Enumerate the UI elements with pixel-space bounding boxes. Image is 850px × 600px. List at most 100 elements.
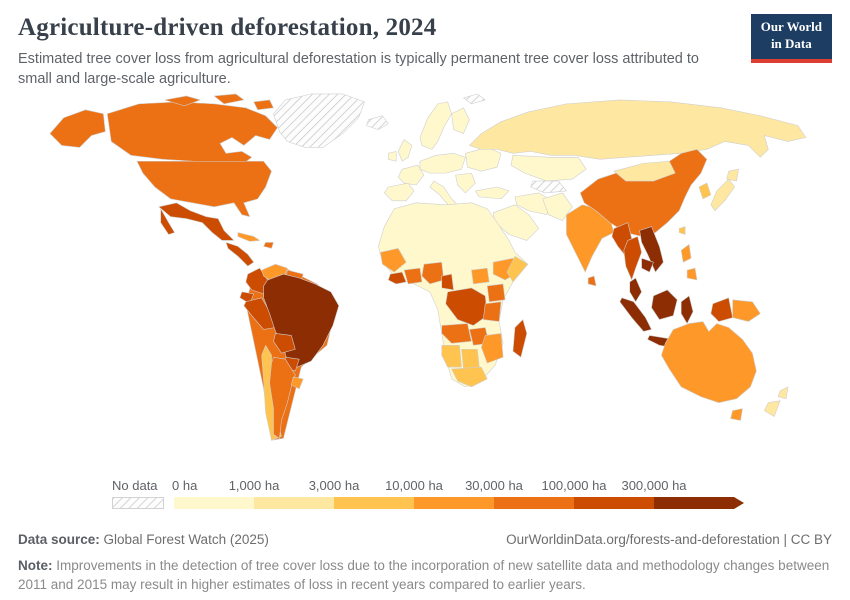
country-pakistan-afghanistan[interactable] [542,192,573,221]
country-turkey[interactable] [475,186,510,200]
country-cameroon[interactable] [441,273,454,291]
country-united-kingdom[interactable] [397,139,413,162]
legend-bin-6[interactable] [654,497,734,509]
country-thailand[interactable] [623,236,642,281]
country-tanzania[interactable] [482,301,502,322]
country-greenland[interactable] [273,93,365,148]
country-japan-hokkaido[interactable] [726,168,739,182]
country-italy[interactable] [429,180,458,208]
country-kazakhstan[interactable] [510,155,587,182]
country-scandinavia[interactable] [419,101,452,150]
country-indonesia-borneo[interactable] [651,289,678,320]
country-canada[interactable] [106,101,278,164]
legend-tick-label: 0 ha [172,478,198,493]
legend-no-data-label: No data [112,478,158,493]
legend-tick-label: 100,000 ha [541,478,607,493]
legend-bin-2[interactable] [334,497,414,509]
legend-no-data-swatch[interactable] [112,497,164,509]
map-legend: No data 0 ha 1,000 ha 3,000 ha 10,000 ha 30,… [112,478,752,509]
legend-bin-1[interactable] [254,497,334,509]
country-cuba[interactable] [237,232,260,242]
country-russia[interactable] [469,99,807,160]
data-source-label: Data source: [18,532,100,547]
country-central-america[interactable] [225,242,255,267]
country-iran[interactable] [514,192,553,215]
data-source: Data source: Global Forest Watch (2025) [18,532,269,547]
country-iceland[interactable] [366,115,389,130]
legend-tick-label: 300,000 ha [621,478,687,493]
country-indonesia-sulawesi[interactable] [680,295,694,324]
country-namibia[interactable] [441,345,462,368]
country-madagascar[interactable] [512,319,528,358]
legend-bin-4[interactable] [494,497,574,509]
chart-footer: Data source: Global Forest Watch (2025) … [18,532,832,594]
country-ireland[interactable] [387,151,397,162]
country-ivory-coast-ghana[interactable] [403,267,423,285]
country-korea[interactable] [698,182,712,200]
legend-bin-0[interactable] [174,497,254,509]
country-bolivia[interactable] [273,333,296,354]
country-botswana[interactable] [461,348,480,370]
country-central-asia[interactable] [530,180,567,194]
country-mozambique-zimbabwe[interactable] [481,333,504,364]
legend-tick-labels: 0 ha 1,000 ha 3,000 ha 10,000 ha 30,000 ha 10… [172,478,752,495]
world-choropleth-map [20,92,812,470]
country-mexico[interactable] [158,202,235,241]
data-source-value: Global Forest Watch (2025) [99,532,269,547]
country-nigeria[interactable] [421,261,445,285]
country-new-zealand-north[interactable] [777,386,789,400]
country-central-europe[interactable] [419,153,466,174]
owid-link[interactable]: OurWorldinData.org/forests-and-deforesta… [506,532,832,547]
country-indonesia-papua[interactable] [710,297,733,322]
country-cambodia[interactable] [641,257,654,273]
country-senegal-guinea[interactable] [380,248,407,273]
legend-bin-3[interactable] [414,497,494,509]
country-somalia[interactable] [506,255,529,283]
legend-tick-label: 30,000 ha [465,478,523,493]
owid-logo[interactable]: Our World in Data [750,14,832,63]
country-new-zealand-south[interactable] [763,400,781,417]
country-hispaniola[interactable] [263,242,274,249]
country-uruguay[interactable] [291,376,304,390]
country-japan[interactable] [710,178,735,212]
country-france[interactable] [397,164,425,186]
country-laos-vietnam[interactable] [639,226,664,273]
country-mexico-baja[interactable] [160,208,175,235]
country-australia-tasmania[interactable] [730,408,743,421]
country-philippines-mindanao[interactable] [686,267,698,281]
country-peru[interactable] [243,297,276,330]
country-svalbard[interactable] [463,93,486,105]
page-title: Agriculture-driven deforestation, 2024 [18,14,437,41]
country-alaska[interactable] [49,109,106,148]
country-indonesia-sumatra[interactable] [619,297,652,332]
page-subtitle: Estimated tree cover loss from agricultu… [18,51,699,88]
country-canada-arctic-islands[interactable] [253,99,274,111]
country-angola[interactable] [441,323,472,344]
country-usa[interactable] [136,160,272,217]
legend-tick-label: 1,000 ha [228,478,280,493]
country-dr-congo[interactable] [445,287,488,326]
chart-note: Note: Improvements in the detection of t… [18,556,832,594]
country-finland[interactable] [451,107,470,134]
country-papua-new-guinea[interactable] [732,299,761,322]
country-australia[interactable] [661,321,757,403]
country-liberia-sierra-leone[interactable] [387,271,407,285]
country-sri-lanka[interactable] [587,275,597,287]
legend-arrow [734,497,744,509]
country-canada-arctic-islands[interactable] [164,95,201,107]
country-philippines-luzon[interactable] [680,244,692,263]
country-south-sudan[interactable] [471,267,490,285]
country-mongolia[interactable] [613,160,676,182]
country-iberia[interactable] [384,182,415,202]
country-argentina[interactable] [269,356,296,439]
country-east-europe[interactable] [465,147,502,172]
country-malaysia[interactable] [629,277,642,303]
country-kenya-uganda[interactable] [486,283,506,303]
legend-bin-5[interactable] [574,497,654,509]
country-balkans[interactable] [455,172,476,194]
country-south-africa[interactable] [451,366,488,388]
country-canada-arctic-islands[interactable] [213,93,245,105]
owid-logo-line1: Our World [760,19,822,34]
country-taiwan[interactable] [678,226,686,235]
